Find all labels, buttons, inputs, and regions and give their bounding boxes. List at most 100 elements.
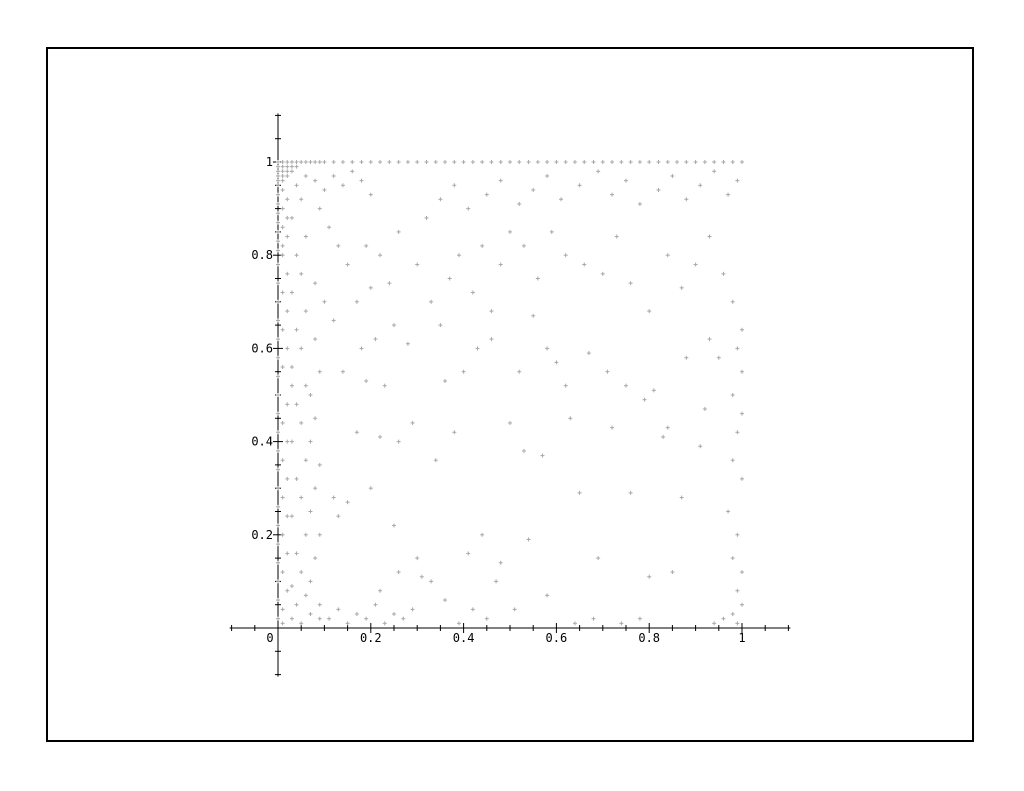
data-point (303, 160, 308, 164)
data-point (456, 621, 461, 626)
data-point (470, 160, 475, 164)
data-point (721, 271, 726, 276)
y-tick-label: 0.8 (251, 248, 273, 262)
data-point (280, 206, 285, 211)
data-point (285, 402, 290, 407)
data-point (308, 160, 313, 164)
data-point (382, 383, 387, 388)
data-point (308, 439, 313, 444)
data-point (276, 281, 280, 286)
data-point (656, 160, 661, 164)
data-point (331, 495, 336, 500)
data-point (313, 556, 318, 561)
data-point (276, 160, 280, 164)
data-point (313, 160, 318, 164)
data-point (294, 183, 299, 188)
data-point (489, 337, 494, 342)
data-point (285, 234, 290, 239)
data-point (698, 183, 703, 188)
data-point (276, 579, 280, 584)
data-point (740, 369, 744, 374)
data-point (285, 346, 290, 351)
data-point (628, 281, 633, 286)
data-point (665, 425, 670, 430)
data-point (531, 313, 536, 318)
data-point (327, 616, 332, 621)
data-point (322, 299, 327, 304)
data-point (730, 556, 735, 561)
data-point (600, 160, 605, 164)
data-point (285, 215, 290, 220)
data-point (670, 570, 675, 575)
data-point (276, 337, 280, 342)
data-point (289, 164, 294, 169)
data-point (368, 192, 373, 197)
data-point (289, 169, 294, 174)
data-point (280, 327, 285, 332)
data-point (637, 616, 642, 621)
data-point (424, 215, 429, 220)
data-point (285, 551, 290, 556)
data-point (735, 346, 740, 351)
x-tick-label: 0.6 (546, 631, 568, 645)
data-point (735, 588, 740, 593)
data-point (294, 476, 299, 481)
data-point (280, 365, 285, 370)
data-point (280, 607, 285, 612)
data-point (276, 504, 280, 509)
data-point (452, 430, 457, 435)
data-point (559, 197, 564, 202)
data-point (419, 574, 424, 579)
data-point (280, 187, 285, 192)
data-point (378, 160, 383, 164)
data-point (285, 164, 290, 169)
data-point (494, 579, 499, 584)
data-point (508, 229, 512, 234)
data-point (299, 197, 304, 202)
data-point (577, 490, 582, 495)
data-point (364, 243, 369, 248)
data-point (308, 509, 313, 514)
data-point (317, 369, 322, 374)
data-point (289, 514, 294, 519)
data-point (675, 160, 680, 164)
data-point (276, 201, 280, 206)
data-point (289, 290, 294, 295)
data-point (276, 355, 280, 360)
data-point (340, 160, 345, 164)
data-point (313, 337, 318, 342)
tick-labels: 0 0.2 0.4 0.6 0.8 1 0.2 0.4 0.6 0.8 1 (251, 155, 745, 645)
data-point (285, 588, 290, 593)
data-point (596, 169, 601, 174)
data-point (289, 584, 294, 589)
data-point (730, 393, 735, 397)
data-point (447, 276, 452, 281)
data-point (280, 169, 285, 174)
data-point (364, 616, 369, 621)
data-point (276, 299, 280, 304)
data-point (276, 616, 280, 621)
data-point (679, 285, 684, 290)
data-point (726, 509, 731, 514)
data-point (740, 327, 744, 332)
data-point (716, 355, 721, 360)
data-point (461, 160, 466, 164)
data-point (415, 262, 420, 267)
data-point (378, 253, 383, 258)
data-point (712, 160, 717, 164)
data-point (405, 160, 410, 164)
data-point (438, 323, 443, 328)
data-point (280, 164, 285, 169)
data-point (489, 309, 494, 314)
data-point (276, 598, 280, 603)
data-point (684, 355, 689, 360)
data-point (276, 169, 280, 174)
data-point (313, 486, 318, 491)
data-point (276, 173, 280, 178)
data-point (280, 420, 285, 425)
data-point (289, 383, 294, 388)
data-point (276, 220, 280, 225)
data-point (303, 309, 308, 314)
data-point (637, 160, 642, 164)
data-point (373, 337, 378, 342)
